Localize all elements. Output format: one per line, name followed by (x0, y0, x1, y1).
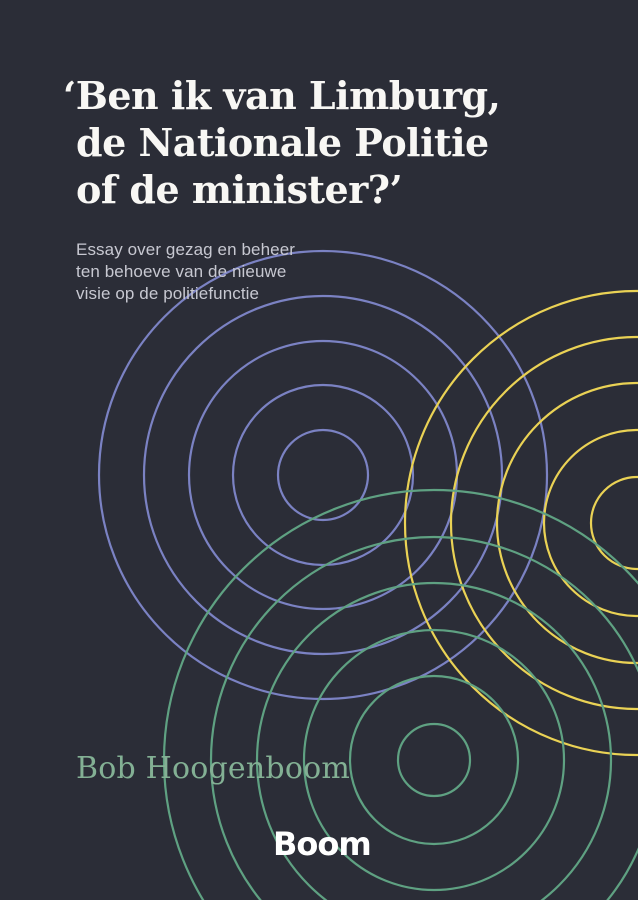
book-title: ‘Ben ik van Limburg, de Nationale Politi… (63, 72, 501, 213)
subtitle-line-3: visie op de politiefunctie (76, 284, 260, 303)
subtitle-line-2: ten behoeve van de nieuwe (76, 262, 287, 281)
book-subtitle: Essay over gezag en beheer ten behoeve v… (76, 239, 295, 305)
title-line-2: de Nationale Politie (76, 120, 489, 165)
green-rings (162, 488, 638, 900)
author-name: Bob Hoogenboom (76, 751, 350, 786)
yellow-rings (403, 289, 638, 757)
title-line-1: ‘Ben ik van Limburg, (63, 73, 501, 118)
subtitle-line-1: Essay over gezag en beheer (76, 240, 296, 259)
purple-rings (97, 249, 549, 701)
title-line-3: of de minister?’ (76, 167, 403, 212)
publisher-logo-boom: Boom (273, 825, 372, 863)
